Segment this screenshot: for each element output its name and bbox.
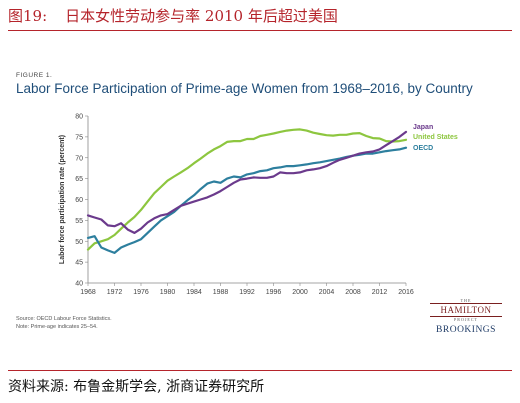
logo-brookings: BROOKINGS [436, 325, 496, 335]
header-divider [8, 30, 512, 31]
x-tick-label: 2012 [372, 289, 388, 296]
x-tick-label: 1996 [266, 289, 282, 296]
x-tick-label: 1992 [239, 289, 255, 296]
chart-source-note: Source: OECD Labour Force Statistics. No… [16, 315, 112, 331]
y-tick-label: 70 [75, 155, 83, 162]
y-tick-label: 80 [75, 114, 83, 121]
legend-entry-united-states: United States [413, 134, 458, 141]
x-tick-label: 1976 [133, 289, 149, 296]
y-axis-label: Labor force participation rate (percent) [59, 135, 66, 264]
figure-title: 日本女性劳动参与率 2010 年后超过美国 [65, 7, 338, 25]
footer-divider [8, 370, 512, 371]
y-tick-label: 55 [75, 218, 83, 225]
x-tick-label: 1968 [80, 289, 96, 296]
legend-entry-japan: Japan [413, 124, 433, 131]
source-line: Source: OECD Labour Force Statistics. [16, 316, 112, 322]
y-tick-label: 40 [75, 281, 83, 288]
logo-hamilton: HAMILTON [430, 303, 502, 317]
logo-the: THE [460, 298, 472, 303]
chart-legend: Japan United States OECD [413, 124, 458, 152]
x-tick-label: 1972 [107, 289, 123, 296]
logo-project: PROJECT [454, 317, 478, 322]
figure-label: FIGURE 1. [16, 72, 53, 79]
chart-series [86, 128, 408, 254]
x-tick-label: 2008 [345, 289, 361, 296]
series-line-united-states [86, 128, 408, 251]
series-line-oecd [86, 146, 408, 254]
x-tick-label: 1980 [160, 289, 176, 296]
y-tick-label: 65 [75, 176, 83, 183]
x-tick-label: 2000 [292, 289, 308, 296]
series-line-japan [86, 130, 408, 234]
legend-entry-oecd: OECD [413, 145, 433, 152]
x-tick-label: 1984 [186, 289, 202, 296]
y-tick-label: 60 [75, 197, 83, 204]
footer-source: 资料来源: 布鲁金斯学会, 浙商证券研究所 [8, 379, 265, 395]
chart-title: Labor Force Participation of Prime-age W… [16, 81, 473, 96]
hamilton-brookings-logo: THE HAMILTON PROJECT BROOKINGS [430, 298, 502, 335]
figure-number: 图19: [8, 7, 48, 25]
chart-axes: 40 45 50 55 60 65 70 75 80 1968 1972 1976 1980 1984 19… [75, 114, 414, 297]
x-tick-label: 2004 [319, 289, 335, 296]
y-tick-label: 45 [75, 260, 83, 267]
y-tick-label: 75 [75, 134, 83, 141]
x-tick-label: 2016 [398, 289, 414, 296]
note-line: Note: Prime-age indicates 25–54. [16, 324, 98, 330]
x-tick-label: 1988 [213, 289, 229, 296]
y-tick-label: 50 [75, 239, 83, 246]
figure-header: 图19: 日本女性劳动参与率 2010 年后超过美国 [8, 5, 512, 27]
